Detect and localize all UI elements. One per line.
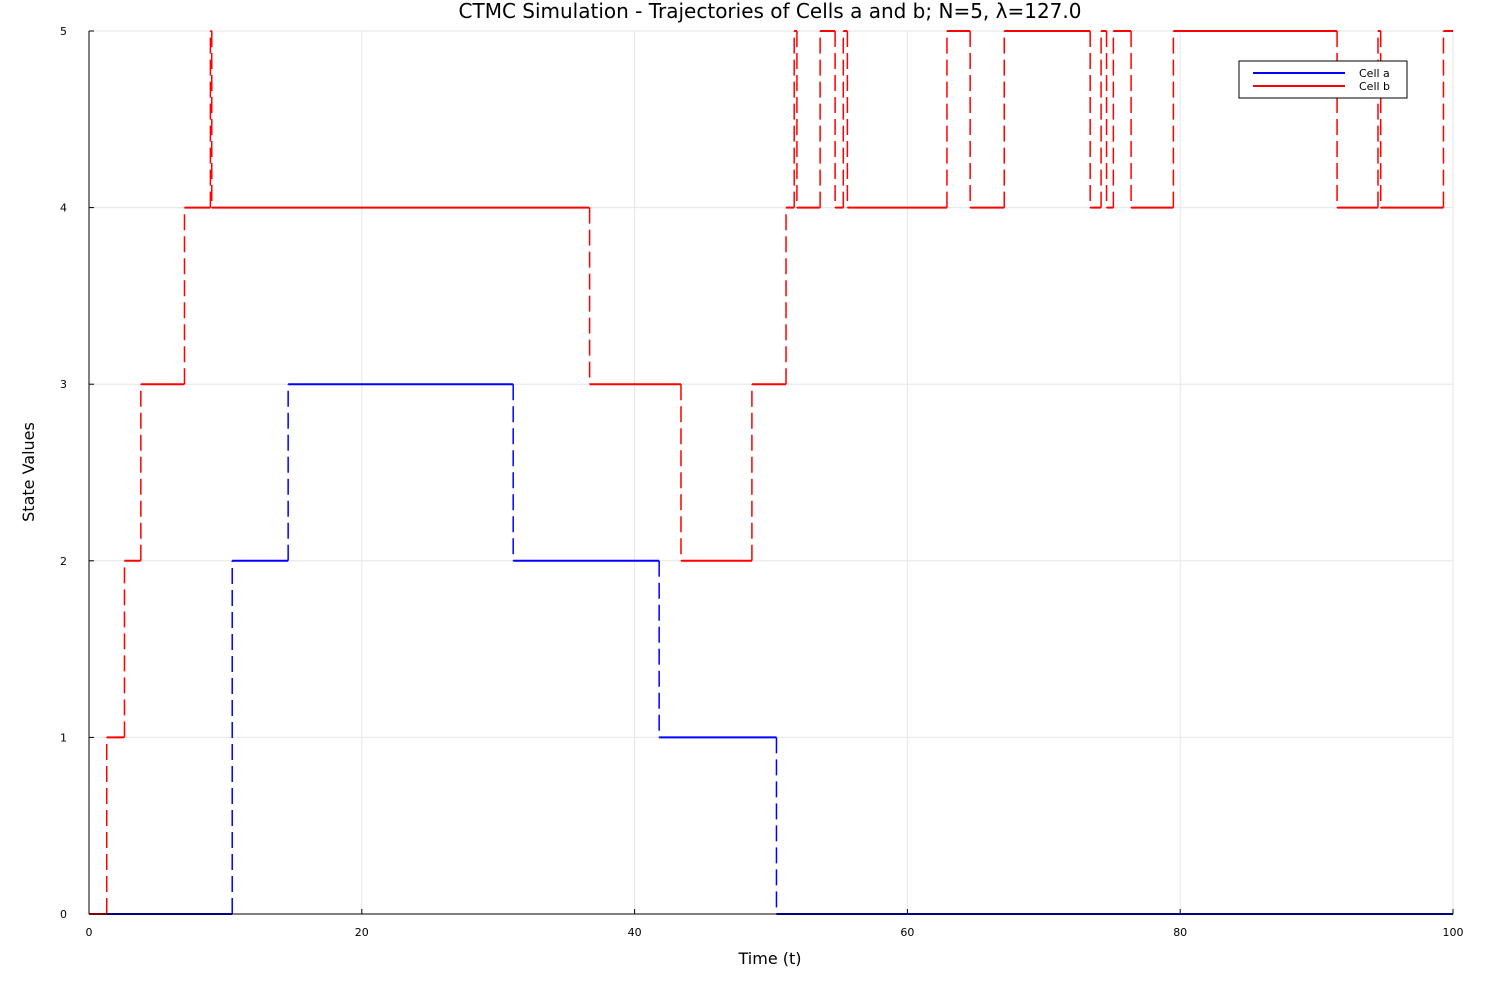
y-tick-label: 0 [60, 908, 67, 921]
legend-label: Cell b [1359, 80, 1390, 93]
legend-box [1238, 60, 1408, 99]
x-tick-label: 100 [1443, 926, 1464, 939]
x-axis-label: Time (t) [738, 949, 802, 968]
y-tick-label: 4 [60, 202, 67, 215]
y-tick-label: 2 [60, 555, 67, 568]
x-tick-label: 0 [86, 926, 93, 939]
legend-label: Cell a [1359, 67, 1390, 80]
axis-layer: 0 20 40 60 80 100 0 1 2 3 4 5 [60, 25, 1464, 939]
y-tick-label: 3 [60, 378, 67, 391]
y-axis-label: State Values [19, 422, 38, 522]
y-tick-label: 5 [60, 25, 67, 38]
series-cell-b [89, 30, 1453, 915]
x-tick-label: 80 [1173, 926, 1187, 939]
x-tick-label: 40 [628, 926, 642, 939]
series-layer [89, 30, 1453, 915]
y-tick-label: 1 [60, 731, 67, 744]
x-tick-label: 20 [355, 926, 369, 939]
series-cell-a [89, 383, 1453, 915]
x-tick-label: 60 [900, 926, 914, 939]
grid-layer [88, 30, 1454, 915]
chart-title: CTMC Simulation - Trajectories of Cells … [459, 0, 1082, 23]
